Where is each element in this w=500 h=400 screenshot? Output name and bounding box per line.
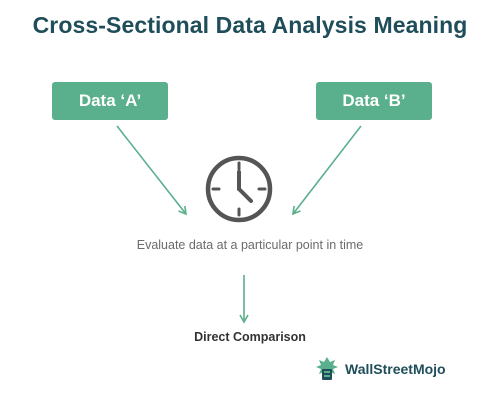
data-b-node: Data ‘B’ (316, 82, 432, 120)
data-a-node: Data ‘A’ (52, 82, 168, 120)
arrow-a-to-center (116, 125, 187, 216)
page-title: Cross-Sectional Data Analysis Meaning (32, 12, 468, 38)
brand-name: WallStreetMojo (345, 361, 446, 377)
wallstreetmojo-logo-icon (316, 357, 338, 380)
clock-icon (205, 155, 273, 223)
brand-logo: WallStreetMojo (314, 356, 446, 382)
result-text: Direct Comparison (194, 330, 306, 344)
description-text: Evaluate data at a particular point in t… (136, 238, 364, 252)
arrow-b-to-center (292, 125, 362, 216)
